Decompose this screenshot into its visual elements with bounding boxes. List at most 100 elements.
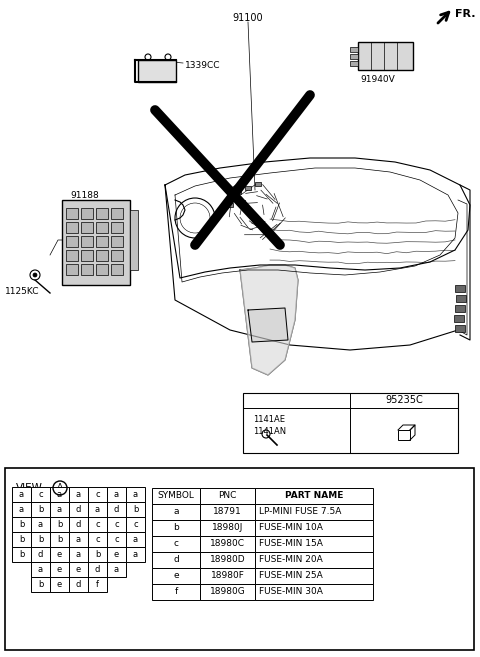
Text: c: c bbox=[95, 520, 100, 529]
Text: d: d bbox=[114, 505, 119, 514]
Bar bbox=[107, 562, 126, 577]
Bar bbox=[130, 210, 138, 270]
Bar bbox=[62, 200, 130, 285]
Text: a: a bbox=[114, 565, 119, 574]
Bar bbox=[88, 562, 107, 577]
Bar bbox=[50, 502, 69, 517]
Bar bbox=[111, 236, 123, 247]
Bar bbox=[200, 536, 255, 552]
Bar bbox=[350, 47, 358, 52]
Bar bbox=[255, 568, 373, 584]
Text: LP-MINI FUSE 7.5A: LP-MINI FUSE 7.5A bbox=[259, 507, 341, 516]
Text: a: a bbox=[114, 490, 119, 499]
Text: e: e bbox=[76, 565, 81, 574]
Bar bbox=[81, 264, 93, 275]
Text: f: f bbox=[96, 580, 99, 589]
Bar bbox=[456, 295, 466, 302]
Bar bbox=[152, 584, 200, 600]
Bar bbox=[152, 488, 200, 504]
Text: 18980D: 18980D bbox=[210, 556, 245, 564]
Text: 18980C: 18980C bbox=[210, 539, 245, 549]
Text: PNC: PNC bbox=[218, 491, 237, 501]
Text: c: c bbox=[95, 535, 100, 544]
Bar bbox=[88, 502, 107, 517]
Bar bbox=[81, 250, 93, 261]
Bar bbox=[255, 520, 373, 536]
Bar bbox=[245, 186, 251, 190]
Text: 1125KC: 1125KC bbox=[5, 288, 39, 296]
Text: f: f bbox=[174, 587, 178, 597]
Bar bbox=[31, 547, 50, 562]
Bar bbox=[358, 42, 413, 70]
Bar bbox=[107, 517, 126, 532]
Bar bbox=[50, 487, 69, 502]
Bar bbox=[81, 208, 93, 219]
Bar bbox=[12, 487, 31, 502]
Text: A: A bbox=[57, 484, 63, 493]
Text: FUSE-MIN 20A: FUSE-MIN 20A bbox=[259, 556, 323, 564]
Bar bbox=[96, 236, 108, 247]
Text: 18980G: 18980G bbox=[210, 587, 245, 597]
Text: b: b bbox=[19, 550, 24, 559]
Text: FUSE-MIN 10A: FUSE-MIN 10A bbox=[259, 524, 323, 533]
Text: b: b bbox=[19, 535, 24, 544]
Text: FR.: FR. bbox=[455, 9, 476, 19]
Text: b: b bbox=[19, 520, 24, 529]
Text: d: d bbox=[95, 565, 100, 574]
Bar bbox=[152, 504, 200, 520]
Bar bbox=[255, 536, 373, 552]
Text: c: c bbox=[173, 539, 179, 549]
Text: c: c bbox=[114, 520, 119, 529]
Text: 91188: 91188 bbox=[70, 191, 99, 200]
Bar bbox=[350, 61, 358, 66]
Bar bbox=[66, 208, 78, 219]
Bar bbox=[12, 547, 31, 562]
Bar bbox=[88, 577, 107, 592]
Bar bbox=[455, 325, 465, 332]
Bar bbox=[454, 315, 464, 322]
Text: e: e bbox=[114, 550, 119, 559]
Bar bbox=[88, 487, 107, 502]
Text: a: a bbox=[19, 505, 24, 514]
Bar bbox=[96, 264, 108, 275]
Bar bbox=[243, 393, 458, 453]
Bar bbox=[96, 208, 108, 219]
Text: a: a bbox=[76, 490, 81, 499]
Bar bbox=[111, 222, 123, 233]
Polygon shape bbox=[248, 308, 288, 342]
Text: a: a bbox=[38, 520, 43, 529]
Bar bbox=[69, 502, 88, 517]
Text: 1141AE
1141AN: 1141AE 1141AN bbox=[253, 415, 286, 436]
Bar bbox=[255, 182, 261, 186]
Text: c: c bbox=[95, 490, 100, 499]
Bar bbox=[81, 222, 93, 233]
Bar bbox=[235, 190, 241, 194]
Bar bbox=[96, 222, 108, 233]
Bar bbox=[255, 584, 373, 600]
Bar bbox=[69, 487, 88, 502]
Text: VIEW: VIEW bbox=[16, 483, 43, 493]
Bar bbox=[107, 532, 126, 547]
Text: b: b bbox=[38, 505, 43, 514]
Bar bbox=[31, 502, 50, 517]
Bar bbox=[31, 577, 50, 592]
Bar bbox=[12, 517, 31, 532]
Text: a: a bbox=[95, 505, 100, 514]
Bar bbox=[50, 562, 69, 577]
Bar bbox=[200, 552, 255, 568]
Bar bbox=[81, 236, 93, 247]
Text: a: a bbox=[57, 505, 62, 514]
Bar bbox=[152, 536, 200, 552]
Text: a: a bbox=[173, 507, 179, 516]
Bar bbox=[398, 430, 410, 440]
Text: 1339CC: 1339CC bbox=[185, 60, 220, 70]
Bar bbox=[107, 502, 126, 517]
Bar bbox=[31, 532, 50, 547]
Text: c: c bbox=[133, 520, 138, 529]
Text: SYMBOL: SYMBOL bbox=[157, 491, 194, 501]
Text: a: a bbox=[19, 490, 24, 499]
Bar bbox=[69, 547, 88, 562]
Text: a: a bbox=[76, 535, 81, 544]
Bar bbox=[111, 264, 123, 275]
Polygon shape bbox=[240, 265, 298, 375]
